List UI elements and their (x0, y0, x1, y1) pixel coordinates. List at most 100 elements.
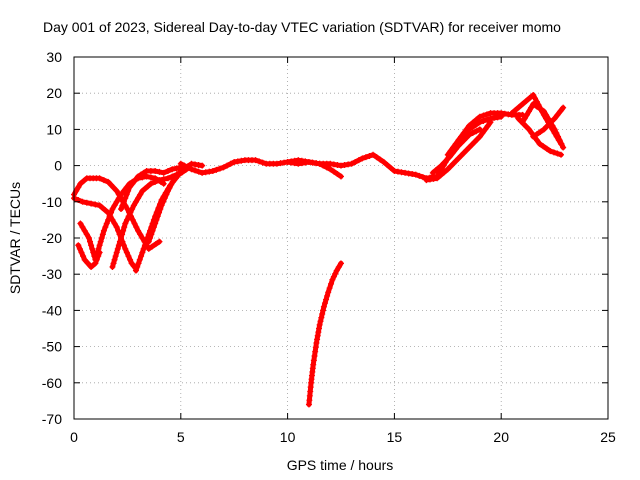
data-point (152, 220, 159, 227)
data-point (80, 253, 87, 260)
data-point (387, 165, 394, 172)
data-point (498, 113, 505, 120)
data-point (188, 160, 195, 167)
data-point (83, 231, 90, 238)
data-point (338, 173, 344, 180)
data-point (312, 344, 319, 351)
data-point (323, 296, 330, 303)
data-point (164, 175, 171, 182)
data-point (543, 123, 550, 130)
data-point (345, 161, 352, 168)
data-point (377, 156, 384, 163)
y-tick-label: -70 (42, 411, 62, 427)
data-point (84, 260, 91, 267)
series-dip (305, 260, 344, 408)
data-point (482, 126, 489, 133)
data-point (158, 202, 165, 209)
data-point (95, 253, 102, 260)
x-axis-ticks: 0 5 10 15 20 25 (70, 57, 616, 445)
x-tick-label: 20 (493, 429, 509, 445)
series-end-4 (530, 104, 567, 140)
data-point (319, 311, 326, 318)
data-point (447, 148, 454, 155)
data-point (309, 159, 316, 166)
data-point (328, 280, 335, 287)
series-tail-1 (284, 157, 344, 180)
data-point (409, 171, 416, 178)
data-point (480, 117, 487, 124)
data-point (533, 131, 540, 138)
data-point (106, 213, 113, 220)
data-point (476, 126, 483, 133)
data-point (126, 184, 133, 191)
data-point (320, 162, 327, 169)
data-point (334, 171, 341, 178)
data-point (199, 169, 206, 176)
data-point (88, 263, 95, 270)
data-point (156, 209, 163, 216)
series-arc-e (117, 164, 184, 213)
data-point (220, 164, 227, 171)
data-point (468, 141, 475, 148)
data-point (92, 260, 99, 267)
data-point (548, 118, 555, 125)
data-point (438, 162, 445, 169)
data-point (525, 108, 532, 115)
data-point (156, 238, 163, 245)
x-axis-label: GPS time / hours (287, 457, 394, 473)
data-point (115, 195, 122, 202)
data-point (160, 198, 167, 205)
data-point (108, 181, 115, 188)
data-point (89, 245, 96, 252)
data-point (540, 143, 547, 150)
data-point (152, 241, 159, 248)
data-point (460, 149, 467, 156)
data-point (320, 303, 327, 310)
data-point (110, 184, 117, 191)
series-strand-1 (423, 119, 494, 184)
data-point (520, 120, 527, 127)
data-point (111, 256, 118, 263)
data-point (110, 260, 117, 267)
data-point (164, 187, 171, 194)
data-point (140, 245, 147, 252)
data-point (327, 160, 334, 167)
data-point (380, 158, 387, 165)
data-point (558, 151, 565, 158)
data-point (135, 195, 142, 202)
data-point (335, 263, 342, 270)
data-point (447, 163, 454, 170)
data-point (545, 115, 552, 122)
data-point (556, 137, 563, 144)
data-point (352, 158, 359, 165)
data-point (323, 164, 330, 171)
data-point (334, 161, 341, 168)
data-point (125, 187, 132, 194)
data-point (149, 227, 156, 234)
data-point (120, 227, 127, 234)
data-point (122, 245, 129, 252)
data-point (324, 292, 331, 299)
data-point (315, 325, 322, 332)
data-point (105, 178, 112, 185)
data-point (88, 200, 95, 207)
data-point (122, 195, 129, 202)
data-point (321, 300, 328, 307)
data-point (508, 110, 515, 117)
series-layer (71, 92, 567, 408)
y-axis-label: SDTVAR / TECUs (7, 182, 23, 294)
data-point (112, 253, 119, 260)
data-point (113, 198, 120, 205)
data-point (528, 104, 535, 111)
data-point (543, 111, 550, 118)
series-arc-d (75, 242, 103, 270)
data-point (394, 168, 401, 175)
data-point (391, 168, 398, 175)
data-point (141, 242, 148, 249)
data-point (316, 160, 323, 167)
data-point (455, 137, 462, 144)
data-point (132, 198, 139, 205)
data-point (111, 220, 118, 227)
x-tick-label: 25 (600, 429, 616, 445)
data-point (434, 175, 441, 182)
